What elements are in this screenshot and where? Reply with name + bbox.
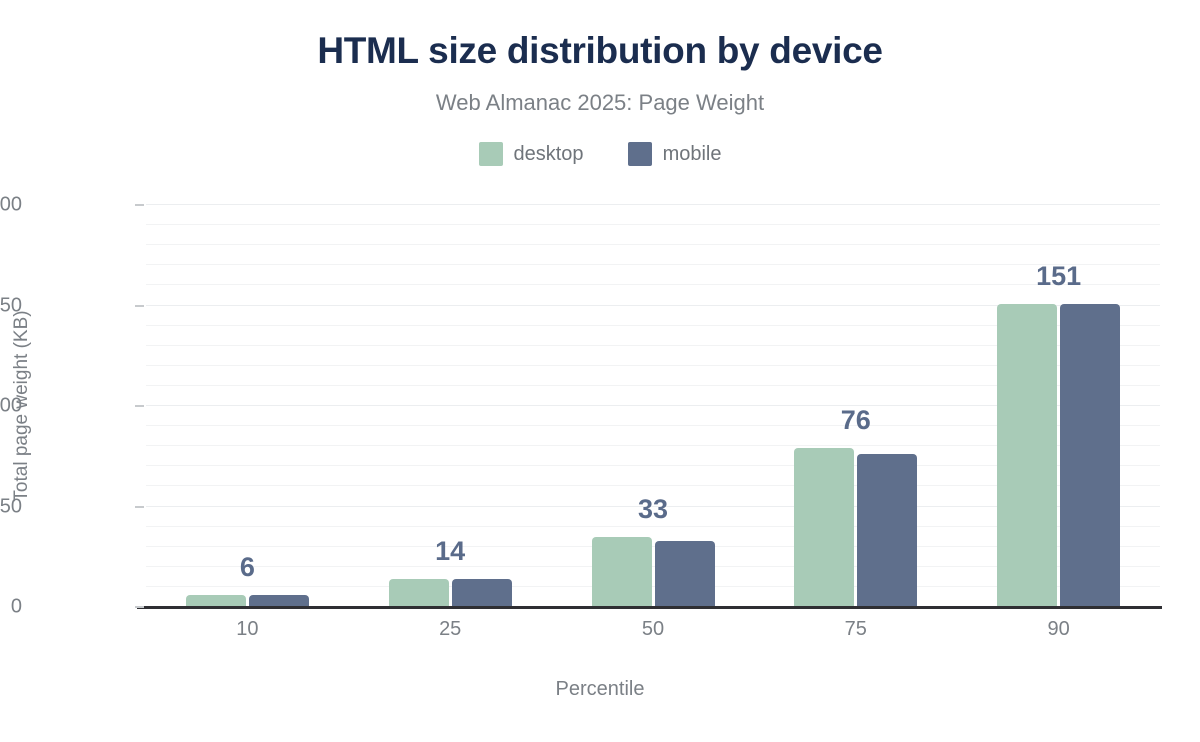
y-axis-title: Total page weight (KB) [11,310,32,502]
y-tick-mark [135,606,144,608]
bar-value-label: 76 [840,405,871,436]
bar-desktop-10[interactable] [185,594,246,607]
bars-layer: 6 14 33 76 151 [146,205,1160,607]
legend-label-desktop: desktop [513,142,584,165]
y-tick-mark [135,304,144,307]
bar-mobile-10[interactable] [248,594,309,607]
y-tick-mark [135,204,144,206]
bar-mobile-25[interactable] [451,578,512,607]
x-tick-label: 25 [439,618,462,640]
x-tick-label: 50 [641,618,665,640]
y-tick-label: 200 [0,193,22,216]
bar-desktop-50[interactable] [591,536,652,607]
bar-value-label: 33 [637,493,669,524]
x-tick-label: 75 [844,618,867,640]
bar-mobile-75[interactable] [857,454,918,607]
legend-label-mobile: mobile [662,142,722,165]
y-tick-mark [135,505,144,508]
bar-group: 33 [591,205,715,607]
bar-desktop-90[interactable] [997,303,1058,607]
chart-subtitle: Web Almanac 2025: Page Weight [435,90,765,115]
chart-legend: desktop mobile [0,142,1200,166]
bar-desktop-25[interactable] [388,578,449,607]
bar-mobile-90[interactable] [1060,303,1121,607]
bar-desktop-75[interactable] [794,448,855,607]
bar-value-label: 14 [435,535,466,566]
y-tick-label: 150 [0,294,22,316]
bar-group: 14 [388,205,512,607]
bar-value-label: 6 [239,551,255,582]
y-tick-label: 50 [0,495,22,517]
chart-title: HTML size distribution by device [317,30,883,71]
x-axis-title: Percentile [555,678,645,700]
bar-group: 151 [997,205,1121,607]
y-tick-label: 0 [10,595,22,618]
x-tick-label: 90 [1047,618,1070,640]
bar-value-label: 151 [1036,260,1082,291]
x-tick-label: 10 [236,618,259,640]
bar-group: 76 [794,205,918,607]
bar-group: 6 [185,205,309,607]
legend-item-mobile[interactable]: mobile [627,142,722,166]
legend-item-desktop[interactable]: desktop [478,142,584,166]
legend-swatch-mobile [627,142,652,166]
legend-swatch-desktop [478,142,503,166]
y-tick-label: 100 [0,394,22,417]
plot-area: 6 14 33 76 151 [146,204,1160,607]
x-axis-line [137,606,1162,609]
bar-mobile-50[interactable] [654,540,715,607]
y-tick-mark [135,405,144,407]
